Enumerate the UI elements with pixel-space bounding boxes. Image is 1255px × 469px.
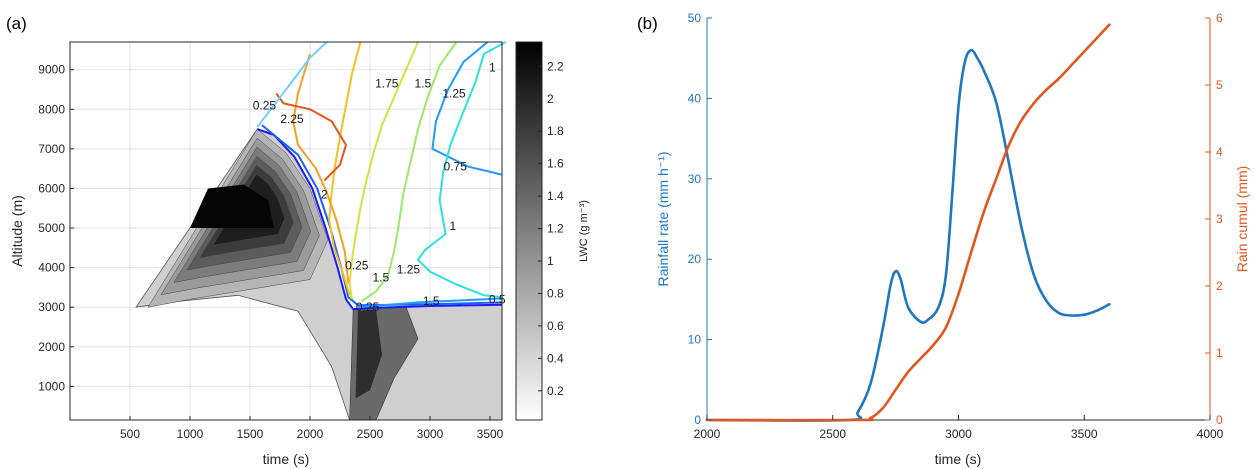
contour-line-4 [417,41,507,299]
panel-a-contour-labels: 1.75 1.51.2510.752.2521.51.2511.50.250.25… [253,61,506,314]
panel-b-xtick-label-3: 3500 [1071,427,1098,441]
colorbar-tick-label-6: 1.4 [547,189,564,203]
colorbar-tick-label-4: 1 [547,254,554,268]
panel-b-right-ytick-label-2: 2 [1216,279,1223,293]
contour-line-10 [256,41,328,128]
panel-a-xtick-label-6: 3500 [477,427,504,441]
panel-a-ytick-label-2: 3000 [38,300,65,314]
colorbar-tick-label-9: 2 [547,92,554,106]
panel-b-left-ytick-label-5: 50 [688,11,702,25]
panel-a-ytick-label-4: 5000 [38,221,65,235]
panel-a-ytick-label-3: 4000 [38,261,65,275]
contour-line-8 [292,53,350,284]
panel-a-xtick-label-0: 500 [120,427,140,441]
contour-label-4: 0.75 [444,160,468,174]
contour-label-1: 1.5 [414,77,431,91]
panel-b-right-ytick-label-4: 4 [1216,145,1223,159]
contour-label-13: 0.5 [489,293,506,307]
lwc-plume-core [355,309,382,399]
panel-b-right-ytick-label-5: 5 [1216,78,1223,92]
panel-a-xtick-label-2: 1500 [237,427,264,441]
series-line-rain-cumul [705,23,1111,422]
panel-b-left-ytick-label-0: 0 [694,413,701,427]
contour-line-7 [328,41,362,296]
panel-b-left-ytick-label-2: 20 [688,252,702,266]
panel-a-y-axis-label: Altitude (m) [9,195,25,267]
panel-b-left-y-ticks: 0 10 20 30 40 50 [688,11,712,427]
colorbar-tick-label-1: 0.4 [547,351,564,365]
contour-label-8: 1.25 [397,263,421,277]
panel-b-xtick-label-4: 4000 [1197,427,1224,441]
panel-a-ytick-label-5: 6000 [38,181,65,195]
panel-b-right-ytick-label-6: 6 [1216,11,1223,25]
contour-label-9: 1 [449,219,456,233]
contour-label-7: 1.5 [372,270,389,284]
colorbar-ticks: 0.2 0.4 0.6 0.8 1 1.2 1.4 1.6 1.8 2 2.2 [538,59,564,398]
panel-a-xtick-label-1: 1000 [177,427,204,441]
panel-a-x-axis-label: time (s) [263,451,310,467]
colorbar-tick-label-0: 0.2 [547,384,564,398]
contour-label-11: 0.25 [345,259,369,273]
contour-label-10: 1.5 [423,294,440,308]
contour-label-5: 2.25 [280,112,304,126]
panel-a-contour-lines [256,41,507,311]
panel-a-xtick-label-4: 2500 [357,427,384,441]
panel-b-right-ytick-label-3: 3 [1216,212,1223,226]
panel-a-plot-frame [69,41,503,421]
colorbar-tick-label-5: 1.2 [547,222,564,236]
panel-b-x-ticks: 2000 2500 3000 3500 4000 [694,415,1224,441]
panel-b: (b) 2000 2500 3000 3500 4000 0 10 20 30 40 50 0 1 2… [637,11,1250,467]
panel-b-xtick-label-1: 2500 [819,427,846,441]
colorbar-tick-label-7: 1.6 [547,157,564,171]
colorbar [515,41,543,421]
panel-b-left-ytick-label-3: 30 [688,172,702,186]
panel-b-label: (b) [637,14,658,33]
colorbar-tick-label-2: 0.6 [547,319,564,333]
contour-label-14: 0.25 [253,98,277,112]
colorbar-tick-label-8: 1.8 [547,124,564,138]
contour-line-0 [256,128,503,311]
contour-label-3: 1 [489,61,496,75]
contour-label-6: 2 [321,187,328,201]
panel-b-right-y-ticks: 0 1 2 3 4 5 6 [1205,11,1223,427]
panel-a-ytick-label-1: 2000 [38,340,65,354]
contour-line-3 [357,297,503,309]
contour-label-2: 1.25 [442,86,466,100]
panel-b-left-y-axis-label: Rainfall rate (mm h⁻¹) [655,152,671,287]
contour-line-9 [275,92,347,182]
panel-b-x-axis-label: time (s) [935,451,982,467]
panel-b-left-ytick-label-1: 10 [688,333,702,347]
panel-a: (a) 1.75 1.51.2510.752.2521.51.2511.50.25… [6,14,590,467]
panel-b-series [705,23,1111,422]
panel-a-label: (a) [6,14,27,33]
contour-line-6 [348,41,419,300]
colorbar-tick-label-10: 2.2 [547,59,564,73]
panel-a-xtick-label-5: 3000 [417,427,444,441]
panel-a-y-ticks: 1000 2000 3000 4000 5000 6000 7000 8000 9000 [38,63,74,393]
contour-line-5 [361,41,458,303]
panel-b-left-ytick-label-4: 40 [688,91,702,105]
contour-label-0: 1.75 [375,77,399,91]
panel-a-ytick-label-8: 9000 [38,63,65,77]
panel-b-xtick-label-2: 3000 [945,427,972,441]
panel-a-ytick-label-0: 1000 [38,379,65,393]
contour-label-12: 0.25 [356,300,380,314]
panel-b-right-y-axis-label: Rain cumul (mm) [1234,166,1250,273]
panel-a-x-ticks: 500 1000 1500 2000 2500 3000 3500 [120,416,504,441]
panel-a-xtick-label-3: 2000 [297,427,324,441]
lwc-core [190,184,274,228]
panel-a-ytick-label-7: 8000 [38,102,65,116]
colorbar-tick-label-3: 0.8 [547,286,564,300]
panel-b-xtick-label-0: 2000 [694,427,721,441]
panel-b-right-ytick-label-1: 1 [1216,346,1223,360]
contour-line-2 [431,41,503,176]
colorbar-label: LWC (g m⁻³) [578,200,590,262]
panel-a-lwc-shading [135,128,503,421]
series-line-rainfall-rate [705,48,1111,422]
panel-a-ytick-label-6: 7000 [38,142,65,156]
panel-b-right-ytick-label-0: 0 [1216,413,1223,427]
